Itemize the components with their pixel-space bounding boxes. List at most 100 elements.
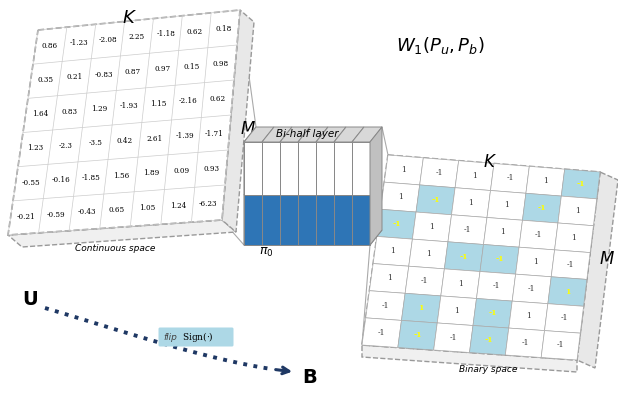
Text: $W_1(P_u, P_b)$: $W_1(P_u, P_b)$: [396, 35, 485, 56]
Polygon shape: [444, 242, 483, 271]
Text: 1: 1: [426, 250, 431, 258]
Polygon shape: [398, 320, 438, 350]
Polygon shape: [244, 180, 256, 245]
Text: 0.35: 0.35: [37, 76, 53, 84]
Polygon shape: [362, 318, 402, 348]
Text: -1.71: -1.71: [205, 130, 224, 138]
Text: $K$: $K$: [122, 9, 137, 27]
Text: 0.98: 0.98: [213, 60, 229, 68]
Polygon shape: [362, 345, 577, 372]
Polygon shape: [244, 127, 256, 195]
Text: 0.93: 0.93: [203, 165, 219, 173]
Text: 1: 1: [572, 234, 577, 242]
Text: Continuous space: Continuous space: [75, 243, 155, 253]
Polygon shape: [366, 291, 405, 320]
Text: 1.89: 1.89: [143, 169, 159, 177]
Text: 0.18: 0.18: [216, 25, 232, 33]
Text: 0.86: 0.86: [42, 42, 58, 50]
Text: -0.43: -0.43: [77, 208, 96, 216]
Polygon shape: [577, 172, 618, 368]
Polygon shape: [256, 230, 278, 242]
Text: 0.42: 0.42: [117, 137, 133, 145]
Text: Binary space: Binary space: [459, 366, 517, 375]
Text: 0.09: 0.09: [173, 167, 189, 175]
Text: 0.83: 0.83: [62, 108, 78, 115]
Polygon shape: [509, 301, 548, 331]
Polygon shape: [362, 155, 600, 360]
Polygon shape: [298, 195, 316, 245]
Polygon shape: [416, 185, 455, 215]
Polygon shape: [244, 195, 262, 245]
Text: 1: 1: [468, 199, 473, 206]
Polygon shape: [522, 193, 561, 223]
Text: -1: -1: [561, 314, 568, 322]
Text: -2.3: -2.3: [58, 142, 72, 150]
Polygon shape: [438, 296, 476, 325]
Text: -1.18: -1.18: [156, 30, 176, 39]
Text: 1.23: 1.23: [27, 144, 43, 152]
Text: 1: 1: [543, 177, 548, 185]
Text: 1: 1: [418, 304, 424, 312]
Text: 2.25: 2.25: [129, 33, 145, 41]
Text: -0.59: -0.59: [47, 211, 66, 219]
Polygon shape: [8, 10, 240, 235]
Polygon shape: [506, 328, 544, 357]
Polygon shape: [384, 155, 423, 185]
Polygon shape: [470, 325, 509, 355]
Text: -1: -1: [528, 285, 535, 293]
Text: 1.05: 1.05: [139, 204, 156, 212]
Text: $\mathbf{B}$: $\mathbf{B}$: [302, 369, 318, 387]
Polygon shape: [412, 212, 452, 242]
Text: 1: 1: [391, 247, 396, 255]
Text: -1: -1: [535, 231, 542, 239]
Polygon shape: [280, 127, 310, 142]
Polygon shape: [420, 158, 459, 188]
Text: 0.62: 0.62: [187, 28, 203, 36]
Polygon shape: [8, 220, 236, 247]
Text: -0.16: -0.16: [51, 176, 70, 184]
Polygon shape: [491, 164, 530, 193]
Polygon shape: [244, 142, 262, 195]
Text: -2.16: -2.16: [179, 97, 198, 105]
Text: 1: 1: [565, 288, 570, 296]
Polygon shape: [262, 127, 292, 142]
Text: 0.97: 0.97: [154, 65, 171, 73]
Text: 2.61: 2.61: [146, 135, 163, 143]
Text: -1: -1: [464, 226, 472, 234]
Polygon shape: [544, 304, 583, 333]
Polygon shape: [402, 293, 441, 323]
Polygon shape: [370, 264, 408, 293]
Text: -1: -1: [538, 204, 546, 212]
Text: -1: -1: [577, 180, 585, 188]
Text: -0.55: -0.55: [21, 178, 40, 187]
Polygon shape: [455, 161, 494, 191]
Polygon shape: [352, 142, 370, 195]
Text: 1.24: 1.24: [170, 202, 186, 210]
Polygon shape: [334, 195, 352, 245]
Polygon shape: [334, 142, 352, 195]
Text: 1: 1: [501, 229, 506, 236]
Polygon shape: [541, 331, 580, 360]
Polygon shape: [515, 247, 554, 277]
Text: -2.08: -2.08: [99, 36, 117, 44]
Polygon shape: [280, 195, 298, 245]
Polygon shape: [262, 142, 280, 195]
Polygon shape: [352, 195, 370, 245]
Text: -1.39: -1.39: [176, 132, 194, 140]
Text: 0.87: 0.87: [125, 68, 141, 76]
Text: 1: 1: [398, 193, 402, 201]
Text: -1.23: -1.23: [70, 39, 88, 47]
Polygon shape: [558, 196, 597, 226]
Polygon shape: [476, 271, 515, 301]
Polygon shape: [377, 209, 416, 239]
Polygon shape: [244, 127, 274, 142]
Polygon shape: [381, 182, 420, 212]
Polygon shape: [554, 223, 593, 253]
Polygon shape: [262, 195, 280, 245]
Text: 0.21: 0.21: [66, 73, 83, 81]
Polygon shape: [483, 217, 522, 247]
Text: -0.21: -0.21: [16, 213, 35, 221]
Text: Sign($\cdot$): Sign($\cdot$): [182, 330, 214, 344]
Text: 1: 1: [387, 275, 392, 282]
Polygon shape: [548, 277, 587, 306]
